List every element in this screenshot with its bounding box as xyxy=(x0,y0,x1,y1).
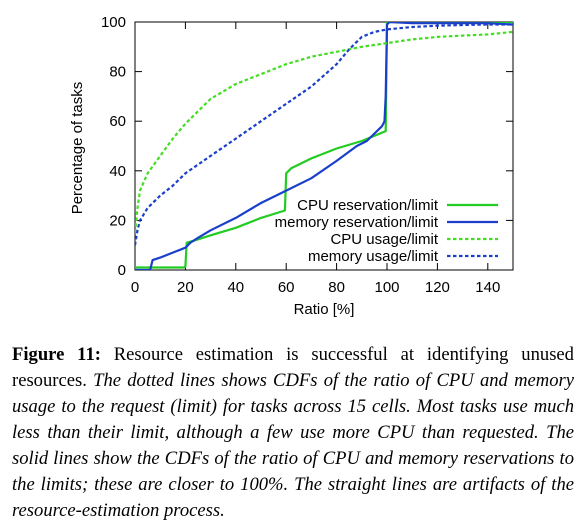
x-tick-label: 100 xyxy=(374,279,399,296)
y-tick-label: 60 xyxy=(109,113,126,130)
x-tick-label: 140 xyxy=(475,279,500,296)
x-tick-label: 60 xyxy=(278,279,295,296)
y-axis-label: Percentage of tasks xyxy=(69,82,86,215)
legend-label: CPU usage/limit xyxy=(330,231,438,248)
x-tick-label: 0 xyxy=(131,279,139,296)
series-line-3 xyxy=(135,30,513,233)
x-tick-label: 40 xyxy=(227,279,244,296)
cdf-chart: 0 20 40 60 80 100 120 140 0 20 40 60 80 100 Ratio [%]… xyxy=(69,14,514,318)
series-layer xyxy=(135,22,513,270)
y-tick-label: 80 xyxy=(109,64,126,81)
series-line-4 xyxy=(135,23,513,246)
x-tick-label: 20 xyxy=(177,279,194,296)
caption-body: The dotted lines shows CDFs of the ratio… xyxy=(12,370,574,521)
legend-label: memory usage/limit xyxy=(308,248,439,265)
y-tick-label: 40 xyxy=(109,163,126,180)
axis-ticks: 0 20 40 60 80 100 120 140 0 20 40 60 80 100 xyxy=(101,14,513,296)
y-tick-label: 20 xyxy=(109,212,126,229)
series-line-2 xyxy=(135,22,513,270)
x-axis-label: Ratio [%] xyxy=(294,301,355,318)
caption-label: Figure 11: xyxy=(12,344,101,365)
figure-caption: Figure 11: Resource estimation is succes… xyxy=(12,342,574,524)
caption-lead: Resource estimation is successful at ide… xyxy=(12,344,574,391)
y-tick-label: 100 xyxy=(101,14,126,31)
y-tick-label: 0 xyxy=(118,262,126,279)
x-tick-label: 80 xyxy=(328,279,345,296)
legend-label: CPU reservation/limit xyxy=(297,197,439,214)
x-tick-label: 120 xyxy=(425,279,450,296)
legend-label: memory reservation/limit xyxy=(275,214,439,231)
plot-frame xyxy=(134,21,514,271)
